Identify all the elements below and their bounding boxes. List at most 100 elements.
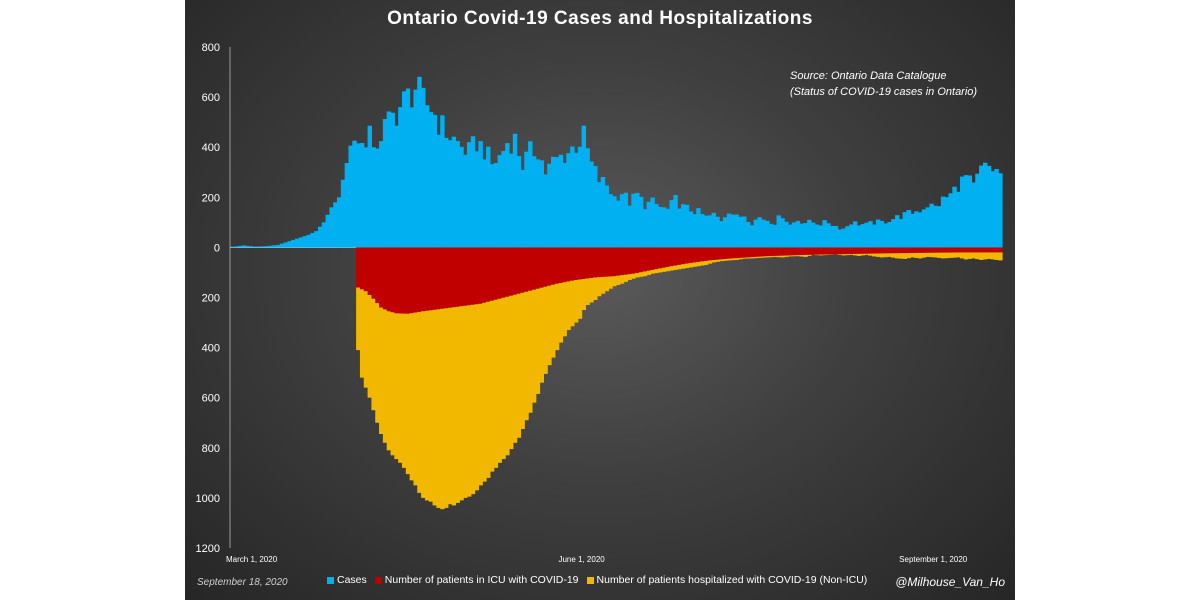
non-icu-bar: [508, 295, 514, 450]
cases-bar: [864, 222, 869, 248]
cases-bar: [700, 214, 705, 248]
icu-bar: [707, 247, 713, 261]
icu-bar: [872, 247, 877, 254]
cases-bar: [298, 237, 304, 248]
non-icu-bar: [734, 258, 739, 260]
non-icu-bar: [910, 253, 915, 258]
non-icu-bar: [715, 259, 720, 262]
icu-bar: [818, 247, 823, 255]
non-icu-bar: [753, 256, 759, 259]
icu-bar: [787, 247, 793, 256]
icu-bar: [508, 247, 514, 296]
cases-bar: [745, 221, 751, 248]
icu-bar: [474, 247, 480, 305]
x-tick-label: March 1, 2020: [226, 555, 278, 564]
icu-bar: [459, 247, 464, 307]
cases-bar: [294, 238, 300, 248]
cases-bar: [375, 148, 380, 248]
chart-plot: 800 600 400 200 0 200 400 600 800 1000 1200 March 1…: [196, 42, 1003, 564]
cases-bar: [570, 146, 575, 248]
cases-bar: [554, 157, 560, 248]
cases-bar: [692, 214, 697, 248]
cases-bar: [979, 165, 984, 248]
cases-bar: [363, 147, 369, 248]
cases-bar: [975, 173, 980, 248]
icu-bar: [650, 247, 655, 270]
cases-bar: [818, 225, 823, 248]
cases-bar: [424, 105, 430, 248]
non-icu-bar: [688, 262, 694, 268]
cases-bar: [390, 112, 395, 248]
cases-bar: [428, 112, 434, 248]
cases-bar: [921, 209, 927, 248]
icu-bar: [849, 247, 854, 255]
y-tick-label: 800: [202, 42, 220, 54]
cases-bar: [677, 208, 682, 248]
cases-bar: [386, 111, 392, 248]
icu-bar: [528, 247, 533, 291]
cases-bar: [925, 207, 930, 248]
non-icu-bar: [891, 253, 896, 258]
cases-bar: [604, 185, 609, 248]
icu-bar: [948, 247, 953, 253]
icu-bar: [489, 247, 495, 301]
non-icu-bar: [551, 284, 556, 358]
non-icu-bar: [917, 252, 923, 259]
non-icu-bar: [444, 308, 449, 508]
icu-bar: [914, 247, 919, 253]
cases-bar: [619, 194, 625, 248]
icu-bar: [860, 247, 866, 254]
cases-bar: [669, 200, 674, 248]
cases-bar: [409, 107, 415, 248]
non-icu-bar: [573, 279, 579, 323]
non-icu-bar: [466, 305, 472, 497]
icu-bar: [677, 247, 682, 265]
non-icu-bar: [520, 292, 525, 430]
cases-bar: [581, 125, 587, 248]
cases-bar: [447, 140, 453, 248]
cases-bar: [723, 217, 728, 248]
tick-labels-layer: 800 600 400 200 0 200 400 600 800 1000 1200 March 1…: [196, 42, 968, 564]
non-icu-bar: [837, 254, 843, 255]
non-icu-bar: [906, 253, 911, 259]
non-icu-bar: [375, 303, 380, 423]
icu-bar: [593, 247, 598, 278]
icu-bar: [963, 247, 969, 253]
cases-bar: [417, 76, 422, 248]
non-icu-bar: [646, 270, 651, 275]
icu-bar: [738, 247, 743, 258]
icu-bar: [401, 247, 407, 314]
cases-bar: [520, 169, 525, 248]
cases-bar: [287, 241, 292, 248]
non-icu-bar: [627, 274, 632, 280]
icu-bar: [581, 247, 587, 279]
cases-bar: [230, 246, 235, 248]
icu-bar: [994, 247, 999, 253]
legend-item-icu: Number of patients in ICU with COVID-19: [374, 574, 579, 586]
cases-bar: [505, 143, 510, 248]
icu-bar: [726, 247, 732, 259]
non-icu-bar: [719, 259, 724, 262]
icu-bar: [810, 247, 816, 255]
cases-bar: [398, 107, 403, 248]
cases-bar: [688, 211, 694, 248]
non-icu-bar: [440, 308, 445, 510]
icu-bar: [638, 247, 644, 273]
cases-bar: [401, 91, 407, 248]
icu-bar: [608, 247, 613, 277]
cases-bar: [317, 226, 323, 248]
cases-bar: [761, 219, 766, 248]
non-icu-bar: [898, 253, 904, 259]
cases-bar: [730, 214, 736, 248]
icu-bar: [386, 247, 392, 312]
cases-bar: [379, 141, 384, 248]
cases-bar: [577, 146, 583, 248]
non-icu-bar: [902, 253, 908, 259]
non-icu-bar: [489, 300, 495, 472]
chart-panel: 800 600 400 200 0 200 400 600 800 1000 1200 March 1…: [185, 0, 1015, 600]
cases-bar: [910, 213, 915, 248]
cases-bar: [256, 246, 262, 248]
cases-bar: [707, 215, 713, 248]
chart-title: Ontario Covid-19 Cases and Hospitalizati…: [387, 8, 813, 29]
cases-bar: [814, 224, 820, 248]
